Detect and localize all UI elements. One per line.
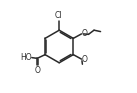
Text: Cl: Cl bbox=[55, 11, 62, 20]
Text: HO: HO bbox=[20, 53, 31, 62]
Text: O: O bbox=[35, 66, 41, 75]
Text: O: O bbox=[82, 29, 88, 38]
Text: O: O bbox=[82, 55, 88, 64]
